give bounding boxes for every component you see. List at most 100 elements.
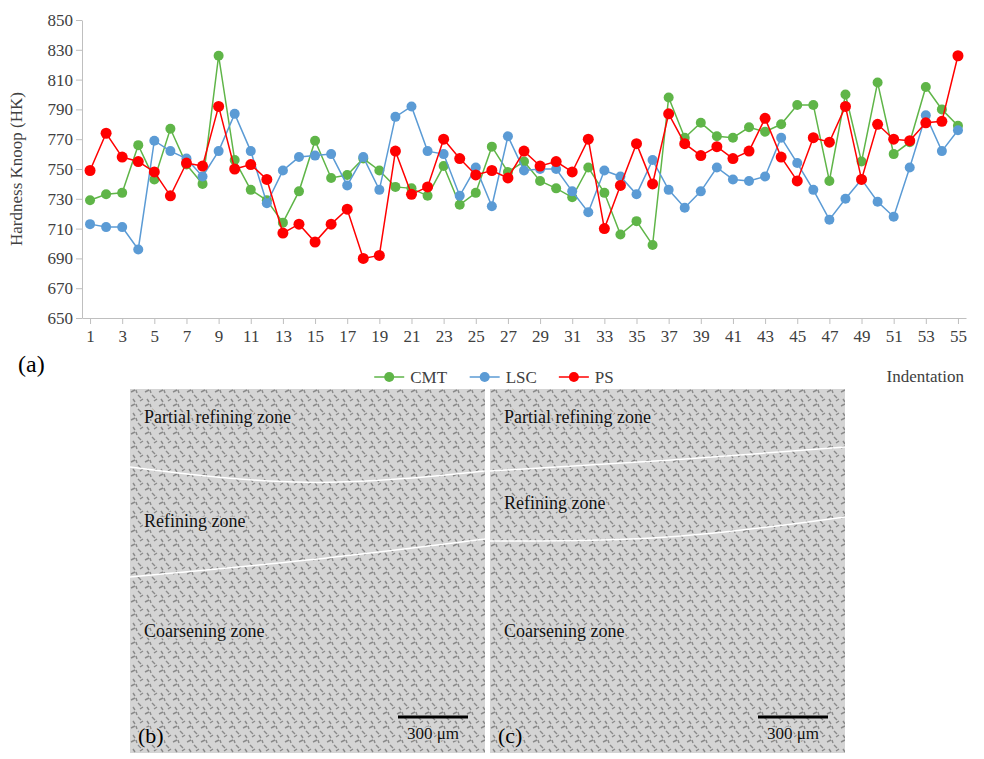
x-tick-label: 9: [215, 327, 224, 346]
y-tick-mark: [76, 258, 82, 259]
y-tick: 650: [48, 309, 83, 328]
series-marker: [261, 174, 272, 185]
series-marker: [551, 183, 561, 193]
series-marker: [664, 185, 674, 195]
series-marker: [824, 176, 834, 186]
x-tick-mark: [829, 318, 830, 324]
legend-marker: [480, 372, 490, 382]
scale-bar: [398, 716, 468, 719]
x-tick-mark: [508, 318, 509, 324]
series-marker: [696, 118, 706, 128]
x-tick-label: 3: [118, 327, 127, 346]
x-tick: 5: [151, 318, 160, 346]
series-marker: [149, 136, 159, 146]
zone-label: Refining zone: [504, 493, 605, 513]
series-marker: [245, 159, 256, 170]
y-tick: 790: [48, 100, 83, 119]
x-tick-label: 17: [339, 327, 357, 346]
zone-label: Partial refining zone: [144, 407, 291, 427]
x-tick: 3: [118, 318, 127, 346]
zone-label: Coarsening zone: [144, 621, 264, 641]
x-tick-mark: [926, 318, 927, 324]
legend: CMTLSCPS: [374, 368, 614, 387]
y-tick-label: 730: [48, 190, 74, 209]
x-tick-label: 13: [275, 327, 292, 346]
series-marker: [952, 50, 963, 61]
x-tick-mark: [765, 318, 766, 324]
series-marker: [454, 153, 465, 164]
y-tick-mark: [76, 20, 82, 21]
panel-label: (a): [18, 351, 45, 377]
series-marker: [117, 152, 128, 163]
series-marker: [197, 161, 208, 172]
series-marker: [679, 138, 690, 149]
y-tick: 850: [48, 11, 83, 30]
series-marker: [632, 216, 642, 226]
series-marker: [808, 132, 819, 143]
series-marker: [262, 198, 272, 208]
series-marker: [165, 146, 175, 156]
series-marker: [535, 176, 545, 186]
x-tick-mark: [315, 318, 316, 324]
series-marker: [230, 109, 240, 119]
x-tick-mark: [411, 318, 412, 324]
series-marker: [246, 146, 256, 156]
legend-label: PS: [595, 368, 614, 387]
y-tick-mark: [76, 139, 82, 140]
series-marker: [711, 141, 722, 152]
series-marker: [374, 185, 384, 195]
x-tick-mark: [154, 318, 155, 324]
x-tick-mark: [733, 318, 734, 324]
micrograph-image: [130, 389, 485, 753]
x-tick-label: 21: [403, 327, 420, 346]
y-tick-label: 650: [48, 309, 74, 328]
series-marker: [936, 116, 947, 127]
series-marker: [390, 182, 400, 192]
series-marker: [487, 201, 497, 211]
y-tick-mark: [76, 50, 82, 51]
x-tick-label: 7: [183, 327, 192, 346]
y-tick-mark: [76, 169, 82, 170]
series-marker: [471, 188, 481, 198]
x-tick: 17: [339, 318, 357, 346]
y-tick: 830: [48, 41, 83, 60]
x-tick-label: 27: [500, 327, 517, 346]
x-axis: 1357911131517192123252729313335373941434…: [83, 318, 967, 346]
series-marker: [760, 113, 771, 124]
x-tick-label: 31: [564, 327, 581, 346]
x-tick: 41: [725, 318, 742, 346]
legend-marker: [384, 372, 394, 382]
panel-label: (b): [138, 723, 164, 748]
zone-boundary: [490, 447, 845, 471]
series-marker: [889, 149, 899, 159]
series-marker: [857, 174, 867, 184]
x-tick-mark: [122, 318, 123, 324]
x-tick: 29: [532, 318, 549, 346]
series-marker: [872, 119, 883, 130]
series-marker: [149, 166, 160, 177]
x-tick-mark: [958, 318, 959, 324]
x-tick-label: 5: [151, 327, 160, 346]
x-tick-mark: [669, 318, 670, 324]
series-marker: [776, 119, 786, 129]
x-tick-label: 39: [693, 327, 710, 346]
legend-marker: [569, 372, 579, 382]
panel-label: (c): [498, 723, 522, 748]
x-tick: 33: [596, 318, 613, 346]
series-marker: [583, 163, 593, 173]
series-marker: [840, 101, 851, 112]
series-marker: [165, 124, 175, 134]
series-marker: [278, 165, 288, 175]
series-line: [90, 56, 958, 259]
legend-item: PS: [559, 368, 614, 387]
series-marker: [213, 101, 224, 112]
y-tick-mark: [76, 80, 82, 81]
x-tick-mark: [894, 318, 895, 324]
x-tick: 7: [183, 318, 192, 346]
x-tick-label: 53: [918, 327, 935, 346]
series-marker: [117, 188, 127, 198]
x-tick: 9: [215, 318, 224, 346]
x-tick: 25: [468, 318, 485, 346]
series-marker: [840, 90, 850, 100]
x-tick-label: 35: [629, 327, 646, 346]
